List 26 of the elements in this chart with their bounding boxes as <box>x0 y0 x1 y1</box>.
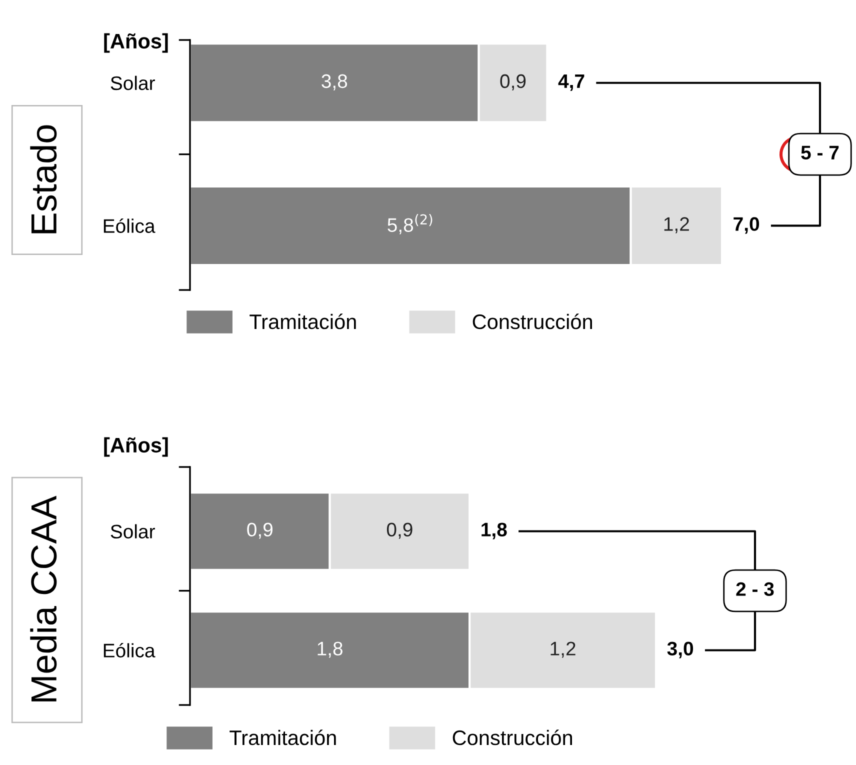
text: 5 - 7 <box>801 146 839 160</box>
text: 2 - 3 <box>736 582 774 596</box>
data-label: 1,2 <box>550 642 576 658</box>
data-label: 0,9 <box>247 522 272 539</box>
data-label: 3,8 <box>322 74 348 90</box>
total-label: 1,8 <box>482 522 507 540</box>
chart-title: [Años] <box>104 437 168 457</box>
chart-title: [Años] <box>104 33 168 53</box>
data-label: 0,9 <box>386 522 412 539</box>
data-label: 0,9 <box>500 74 526 90</box>
legend-label: Tramitación <box>250 314 356 330</box>
y-tick-label: Solar <box>110 524 155 538</box>
y-tick-label: Solar <box>110 76 155 90</box>
y-tick-label: Eólica <box>104 642 156 658</box>
data-label: 1,2 <box>664 217 689 234</box>
legend-label: Construcción <box>452 730 572 746</box>
total-label: 4,7 <box>558 74 584 91</box>
legend-label: Tramitación <box>230 730 336 746</box>
y-tick-label: Eólica <box>104 218 156 233</box>
y-axis-title: Media CCAA <box>30 496 57 702</box>
y-axis-title: Estado <box>30 125 57 234</box>
legend-label: Construcción <box>472 314 592 330</box>
data-label: 5,8$^{(2)}$ <box>388 214 432 234</box>
data-label: 1,8 <box>318 642 342 658</box>
total-label: 7,0 <box>734 217 760 234</box>
total-label: 3,0 <box>667 642 694 658</box>
